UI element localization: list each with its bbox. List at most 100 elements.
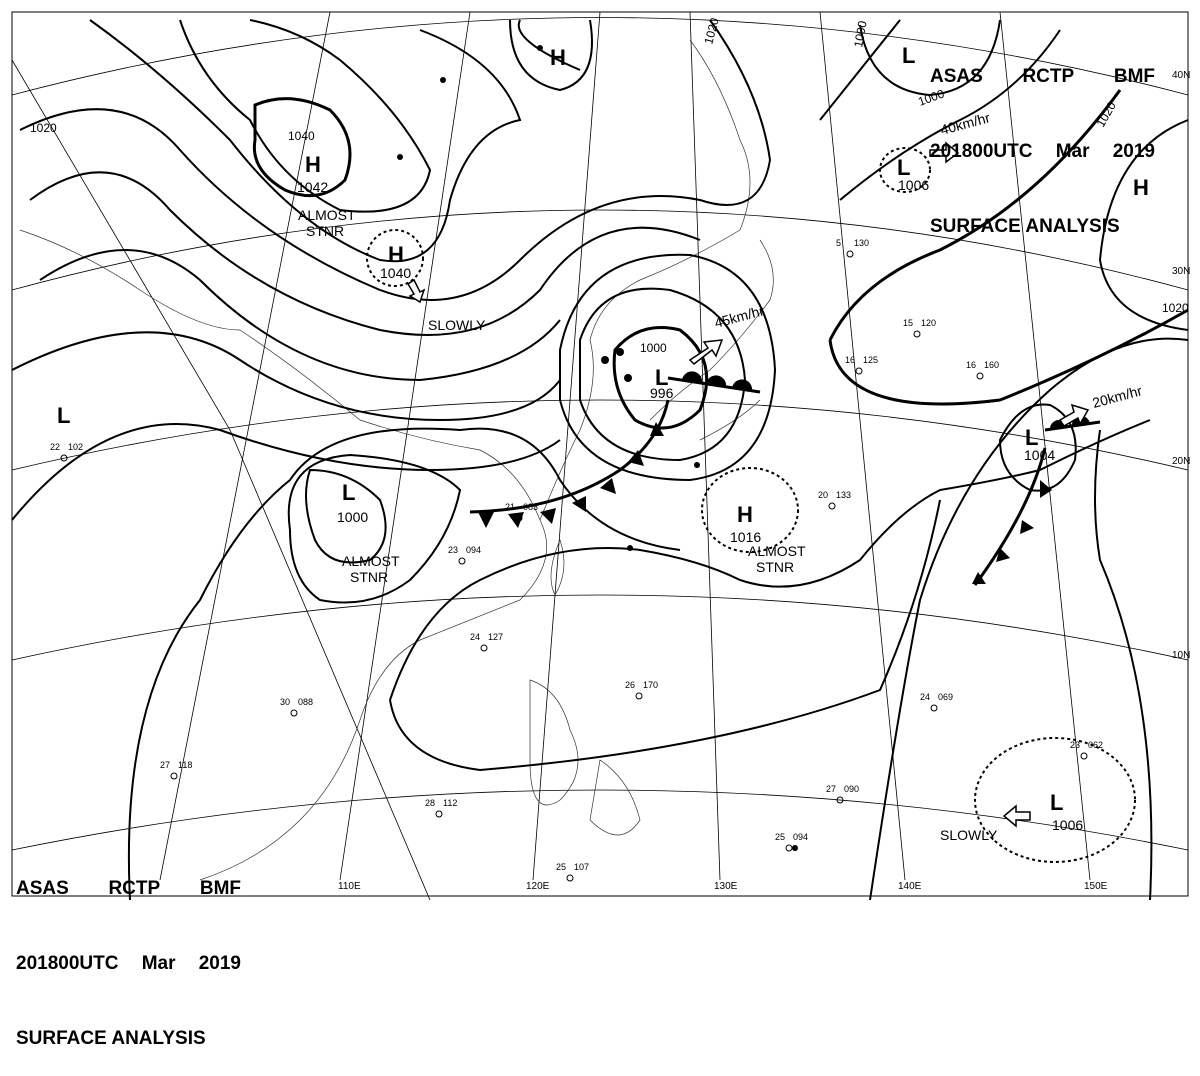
station-temperature: 15 (903, 318, 913, 328)
isobar-label: 1020 (1162, 301, 1189, 315)
station-circle-icon (170, 772, 178, 780)
meridian-line (11, 59, 431, 901)
station-pressure: 133 (836, 490, 851, 500)
isobar-label: 1020 (701, 16, 722, 46)
station-circle-icon (846, 250, 854, 258)
station-temperature: 16 (845, 355, 855, 365)
station-temperature: 16 (966, 360, 976, 370)
dotted-isobars (366, 147, 1136, 863)
meridian-line (999, 11, 1091, 881)
weather-map: 40N 30N 20N 10N 110E 120E 130E 140E 150E H 1042 ALM… (11, 11, 1190, 901)
station-temperature: 5 (836, 238, 841, 248)
central-pressure-label: 996 (650, 385, 674, 401)
central-pressure-label: 1040 (380, 265, 411, 281)
central-pressure-label: 1042 (297, 179, 328, 195)
motion-label: ALMOST (748, 543, 806, 559)
meridian-line (159, 11, 331, 881)
station-temperature: 27 (826, 784, 836, 794)
station-pressure: 083 (523, 502, 538, 512)
cold-front-east (973, 447, 1047, 586)
arrow-icon (929, 141, 960, 164)
station-temperature: 28 (425, 798, 435, 808)
station-circle-icon (290, 709, 298, 717)
meridian-line (339, 11, 471, 881)
station-circle-icon (828, 502, 836, 510)
station-temperature: 24 (920, 692, 930, 702)
station-temperature: 25 (556, 862, 566, 872)
arrow-icon (406, 278, 426, 304)
latitude-label: 30N (1172, 266, 1190, 277)
station-circle-icon (480, 644, 488, 652)
station-circle-icon (515, 514, 523, 522)
station-temperature: 23 (1070, 740, 1080, 750)
isobar-label: 1000 (640, 341, 667, 355)
meridian-line (689, 11, 721, 881)
station-pressure: 112 (443, 798, 457, 808)
central-pressure-label: 1000 (337, 509, 368, 525)
parallel-line (11, 17, 1189, 96)
arrow-icon (1058, 403, 1090, 427)
low-pressure-marker: L (1050, 790, 1063, 815)
station-temperature: 24 (470, 632, 480, 642)
central-pressure-label: 1016 (730, 529, 761, 545)
station-circle-icon (566, 874, 574, 882)
station-circle-icon (635, 692, 643, 700)
station-temperature: 27 (160, 760, 170, 770)
central-pressure-label: 1004 (1024, 447, 1055, 463)
title-year: 2019 (1112, 141, 1155, 162)
isobar-label: 1020 (30, 121, 57, 135)
dotted-high-1040 (366, 229, 424, 287)
title-month: Mar (141, 953, 176, 974)
meridian-line (819, 11, 906, 881)
low-pressure-marker: L (342, 480, 355, 505)
station-circle-icon (855, 367, 863, 375)
motion-label: ALMOST (342, 553, 400, 569)
title-year: 2019 (198, 953, 241, 974)
parallel-line (11, 209, 1189, 291)
station-pressure: 090 (844, 784, 859, 794)
station-circle-icon (458, 557, 466, 565)
central-pressure-label: 1006 (1052, 817, 1083, 833)
parallel-line (11, 594, 1189, 661)
title-analysis: SURFACE ANALYSIS (930, 216, 1120, 237)
dotted-low-1006-south (974, 737, 1136, 863)
station-dots (397, 45, 798, 851)
station-pressure: 125 (863, 355, 878, 365)
high-pressure-marker: H (1133, 175, 1149, 200)
isobar-label: 1000 (851, 19, 869, 48)
station-circle-icon (930, 704, 938, 712)
station-pressure: 088 (298, 697, 313, 707)
title-analysis: SURFACE ANALYSIS (16, 1028, 206, 1049)
latitude-label: 10N (1172, 650, 1190, 661)
station-circle-icon (913, 330, 921, 338)
longitude-label: 120E (526, 881, 550, 892)
parallel-line (11, 399, 1189, 471)
fronts (469, 371, 1101, 586)
station-pressure: 102 (68, 442, 83, 452)
low-pressure-marker: L (57, 403, 70, 428)
low-pressure-marker: L (897, 155, 910, 180)
station-temperature: 22 (50, 442, 60, 452)
low-pressure-marker: L (1025, 425, 1038, 450)
title-code: BMF (1113, 66, 1155, 87)
motion-label: STNR (350, 569, 388, 585)
longitude-label: 140E (898, 881, 922, 892)
station-pressure: 094 (466, 545, 481, 555)
title-center: RCTP (1022, 66, 1075, 87)
station-pressure: 118 (178, 760, 192, 770)
title-product: ASAS (16, 878, 69, 899)
station-pressure: 130 (854, 238, 869, 248)
station-temperature: 23 (448, 545, 458, 555)
title-code: BMF (199, 878, 241, 899)
isobar-label: 1040 (288, 129, 315, 143)
title-time: 201800UTC (930, 141, 1033, 162)
station-pressure: 094 (793, 832, 808, 842)
station-pressure: 107 (574, 862, 589, 872)
high-pressure-marker: H (737, 502, 753, 527)
station-temperature: 21 (505, 502, 515, 512)
isobars (11, 19, 1189, 901)
low-pressure-marker: L (655, 365, 668, 390)
latitude-label: 20N (1172, 456, 1190, 467)
title-month: Mar (1055, 141, 1090, 162)
header-top-right: ASAS RCTP BMF 201800UTC Mar 2019 SURFACE ANA… (930, 14, 1155, 264)
